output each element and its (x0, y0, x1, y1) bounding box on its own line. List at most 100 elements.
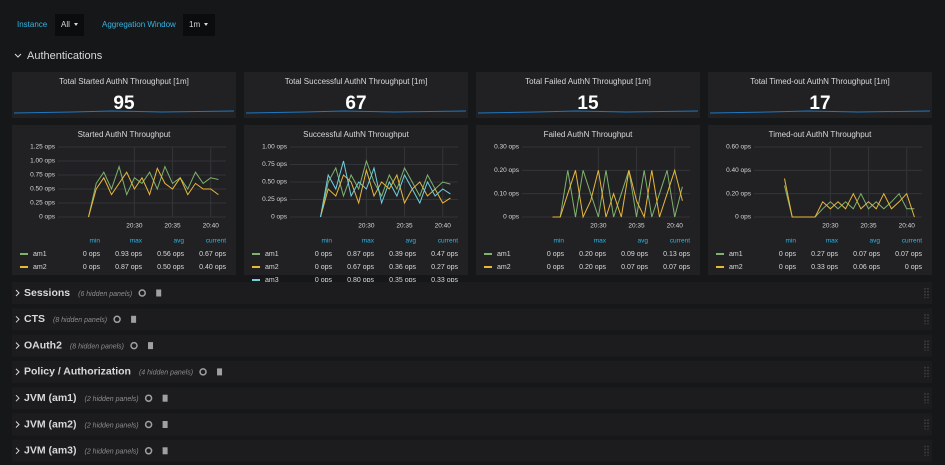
legend-name[interactable]: am2 (729, 264, 743, 271)
chevron[interactable] (15, 368, 20, 376)
stat-value: 17 (809, 93, 830, 114)
legend-header: current (206, 238, 226, 245)
settings-icon[interactable] (113, 315, 121, 324)
row-title[interactable]: CTS (24, 313, 45, 325)
graph-title: Timed-out AuthN Throughput (769, 130, 873, 139)
delete-icon[interactable] (156, 289, 162, 297)
legend-stat: 0.07 ops (895, 251, 922, 258)
collapsed-row[interactable] (12, 360, 932, 383)
aggregation-value[interactable]: 1m (189, 20, 200, 29)
instance-value[interactable]: All (61, 20, 70, 29)
legend-stat: 0 ops (315, 264, 333, 271)
stat-title: Total Successful AuthN Throughput [1m] (285, 77, 428, 86)
row-title[interactable]: Authentications (27, 50, 103, 62)
legend-stat: 0.35 ops (389, 277, 416, 284)
y-tick-label: 0.60 ops (726, 144, 752, 151)
collapsed-row[interactable] (12, 413, 932, 436)
legend-stat: 0.20 ops (579, 264, 606, 271)
legend-stat: 0.80 ops (347, 277, 374, 284)
x-tick-label: 20:30 (822, 223, 839, 230)
legend-stat: 0.20 ops (579, 251, 606, 258)
delete-icon[interactable] (217, 368, 223, 376)
legend-name[interactable]: am2 (265, 264, 279, 271)
y-tick-label: 0.75 ops (30, 172, 56, 179)
collapsed-row[interactable] (12, 334, 932, 357)
stat-value: 15 (577, 93, 599, 114)
legend-header: avg (638, 238, 649, 245)
collapsed-row[interactable] (12, 439, 932, 462)
legend-stat: 0.07 ops (853, 251, 880, 258)
legend-name[interactable]: am2 (497, 264, 511, 271)
settings-icon[interactable] (130, 341, 138, 350)
aggregation-dropdown[interactable] (183, 14, 215, 36)
delete-icon[interactable] (162, 421, 168, 428)
row-title[interactable]: JVM (am3) (24, 445, 77, 457)
x-tick-label: 20:30 (590, 223, 607, 230)
legend-stat: 0.67 ops (347, 264, 374, 271)
x-tick-label: 20:35 (164, 223, 181, 230)
delete-icon[interactable] (131, 315, 137, 323)
chevron[interactable] (15, 289, 20, 297)
settings-icon[interactable] (144, 394, 153, 402)
collapsed-row[interactable] (12, 387, 932, 410)
row-title[interactable]: OAuth2 (24, 339, 62, 351)
stat-panel (476, 72, 700, 118)
legend-name[interactable]: am1 (497, 251, 511, 258)
delete-icon[interactable] (148, 342, 154, 350)
legend-stat: 0 ops (315, 277, 333, 284)
legend-name[interactable]: am3 (265, 277, 279, 284)
stat-title: Total Timed-out AuthN Throughput [1m] (750, 77, 889, 86)
legend-header: max (130, 238, 143, 245)
legend-header: max (594, 238, 607, 245)
row-title[interactable]: JVM (am1) (24, 392, 77, 404)
y-tick-label: 1.00 ops (262, 144, 288, 151)
x-tick-label: 20:30 (358, 223, 375, 230)
legend-stat: 0.27 ops (431, 264, 458, 271)
y-tick-label: 0.20 ops (494, 167, 520, 174)
caret (204, 23, 208, 26)
settings-icon[interactable] (144, 420, 153, 429)
legend-name[interactable]: am1 (33, 251, 47, 258)
legend-name[interactable]: am1 (729, 251, 743, 258)
hidden-count: (2 hidden panels) (85, 449, 139, 456)
legend-header: max (826, 238, 839, 245)
x-tick-label: 20:40 (899, 223, 916, 230)
chevron[interactable] (15, 315, 20, 323)
chevron[interactable] (15, 447, 20, 455)
chevron[interactable] (14, 53, 22, 58)
x-tick-label: 20:40 (435, 223, 452, 230)
delete-icon[interactable] (162, 394, 168, 402)
settings-icon[interactable] (199, 368, 207, 376)
delete-icon[interactable] (162, 447, 168, 455)
legend-name[interactable]: am2 (33, 264, 47, 271)
graph-title: Failed AuthN Throughput (544, 130, 634, 139)
settings-icon[interactable] (144, 447, 153, 455)
instance-label: Instance (17, 20, 48, 29)
y-tick-label: 1.00 ops (30, 158, 56, 165)
sparkline (709, 110, 931, 114)
legend-header: max (362, 238, 375, 245)
x-tick-label: 20:40 (203, 223, 220, 230)
legend-stat: 0.33 ops (811, 264, 838, 271)
legend-stat: 0.33 ops (431, 277, 458, 284)
legend-header: avg (870, 238, 881, 245)
legend-stat: 0 ops (83, 264, 101, 271)
row-title[interactable]: Policy / Authorization (24, 366, 131, 378)
stat-value: 67 (345, 93, 366, 114)
row-title[interactable]: Sessions (24, 287, 70, 299)
x-tick-label: 20:40 (667, 223, 684, 230)
legend-name[interactable]: am1 (265, 251, 279, 258)
y-tick-label: 0.50 ops (30, 186, 56, 193)
instance-dropdown[interactable] (55, 14, 84, 36)
collapsed-row[interactable] (12, 308, 932, 331)
legend-header: current (902, 238, 922, 245)
collapsed-row[interactable] (12, 282, 932, 304)
chevron[interactable] (15, 394, 20, 402)
stat-panel (244, 72, 468, 118)
settings-icon[interactable] (138, 289, 146, 297)
row-title[interactable]: JVM (am2) (24, 418, 77, 430)
chevron[interactable] (15, 342, 20, 349)
chevron[interactable] (15, 421, 20, 428)
hidden-count: (8 hidden panels) (53, 317, 107, 324)
legend-stat: 0 ops (547, 251, 565, 258)
